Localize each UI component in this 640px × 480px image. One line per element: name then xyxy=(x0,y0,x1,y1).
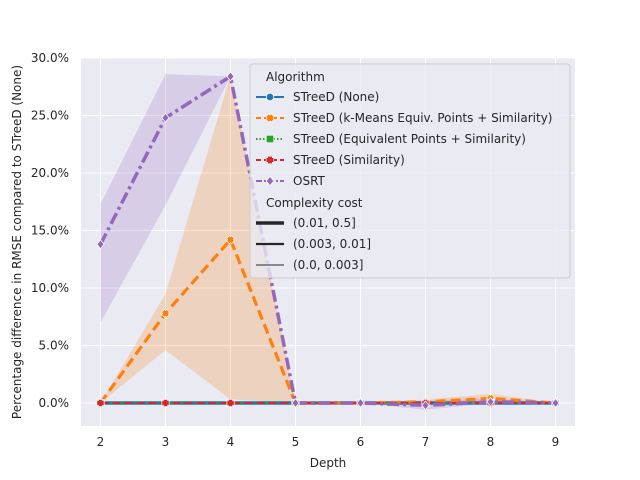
legend-label: STreeD (None) xyxy=(293,90,379,104)
data-point-shape xyxy=(161,308,170,318)
x-tick-label: 4 xyxy=(227,435,235,449)
x-tick-label: 8 xyxy=(487,435,495,449)
x-axis-ticks: 2 3 4 5 6 7 8 9 xyxy=(97,435,560,449)
y-axis-title: Percentage difference in RMSE compared t… xyxy=(10,65,24,419)
data-point xyxy=(356,397,365,409)
legend-series-entries: STreeD (None) STreeD (k-Means Equiv. Poin… xyxy=(256,90,552,188)
legend-complexity-entries: (0.01, 0.5] (0.003, 0.01] (0.0, 0.003] xyxy=(256,216,371,272)
x-tick-label: 5 xyxy=(292,435,300,449)
data-point xyxy=(421,400,430,411)
y-tick-label: 15.0% xyxy=(31,224,69,238)
data-point xyxy=(161,399,170,407)
confidence-band xyxy=(100,75,556,406)
data-point xyxy=(96,399,105,407)
data-point xyxy=(226,71,235,82)
y-tick-label: 20.0% xyxy=(31,166,69,180)
legend-label: STreeD (k-Means Equiv. Points + Similari… xyxy=(293,111,552,125)
x-axis-title: Depth xyxy=(310,456,347,470)
legend-label: (0.0, 0.003] xyxy=(293,258,363,272)
legend-marker xyxy=(265,113,275,123)
confidence-bands xyxy=(100,74,556,410)
series-lines xyxy=(98,74,556,408)
legend-marker xyxy=(265,155,275,165)
data-point xyxy=(161,308,170,318)
x-tick-label: 9 xyxy=(552,435,560,449)
data-point xyxy=(551,397,560,409)
legend-marker xyxy=(265,92,275,102)
legend-box xyxy=(249,63,571,279)
x-tick-label: 7 xyxy=(422,435,430,449)
legend-marker xyxy=(265,134,275,144)
series-line xyxy=(98,74,556,408)
legend-marker-shape xyxy=(265,113,275,123)
legend-label: (0.003, 0.01] xyxy=(293,237,371,251)
y-tick-label: 30.0% xyxy=(31,51,69,65)
x-tick-label: 6 xyxy=(357,435,365,449)
y-tick-label: 10.0% xyxy=(31,281,69,295)
legend-title-algorithm: Algorithm xyxy=(266,70,325,84)
data-point-shape xyxy=(226,235,235,245)
legend-label: STreeD (Equivalent Points + Similarity) xyxy=(293,132,526,146)
legend-label: (0.01, 0.5] xyxy=(293,216,356,230)
data-point xyxy=(226,235,235,245)
y-tick-label: 0.0% xyxy=(39,396,70,410)
y-tick-label: 5.0% xyxy=(39,339,70,353)
series-line xyxy=(99,238,556,405)
data-point xyxy=(486,396,495,407)
legend-label: OSRT xyxy=(293,174,326,188)
x-tick-label: 2 xyxy=(97,435,105,449)
legend: Algorithm STreeD (None) STreeD (k-Means E… xyxy=(249,63,571,279)
x-tick-label: 3 xyxy=(162,435,170,449)
legend-label: STreeD (Similarity) xyxy=(293,153,405,167)
data-point xyxy=(226,399,235,407)
data-point xyxy=(161,112,170,123)
y-axis-ticks: 0.0% 5.0% 10.0% 15.0% 20.0% 25.0% 30.0% xyxy=(31,51,69,410)
data-point xyxy=(291,397,300,409)
legend-marker xyxy=(265,175,275,187)
y-tick-label: 25.0% xyxy=(31,109,69,123)
legend-title-complexity: Complexity cost xyxy=(266,196,363,210)
data-point xyxy=(96,239,105,250)
series-markers xyxy=(96,71,560,411)
